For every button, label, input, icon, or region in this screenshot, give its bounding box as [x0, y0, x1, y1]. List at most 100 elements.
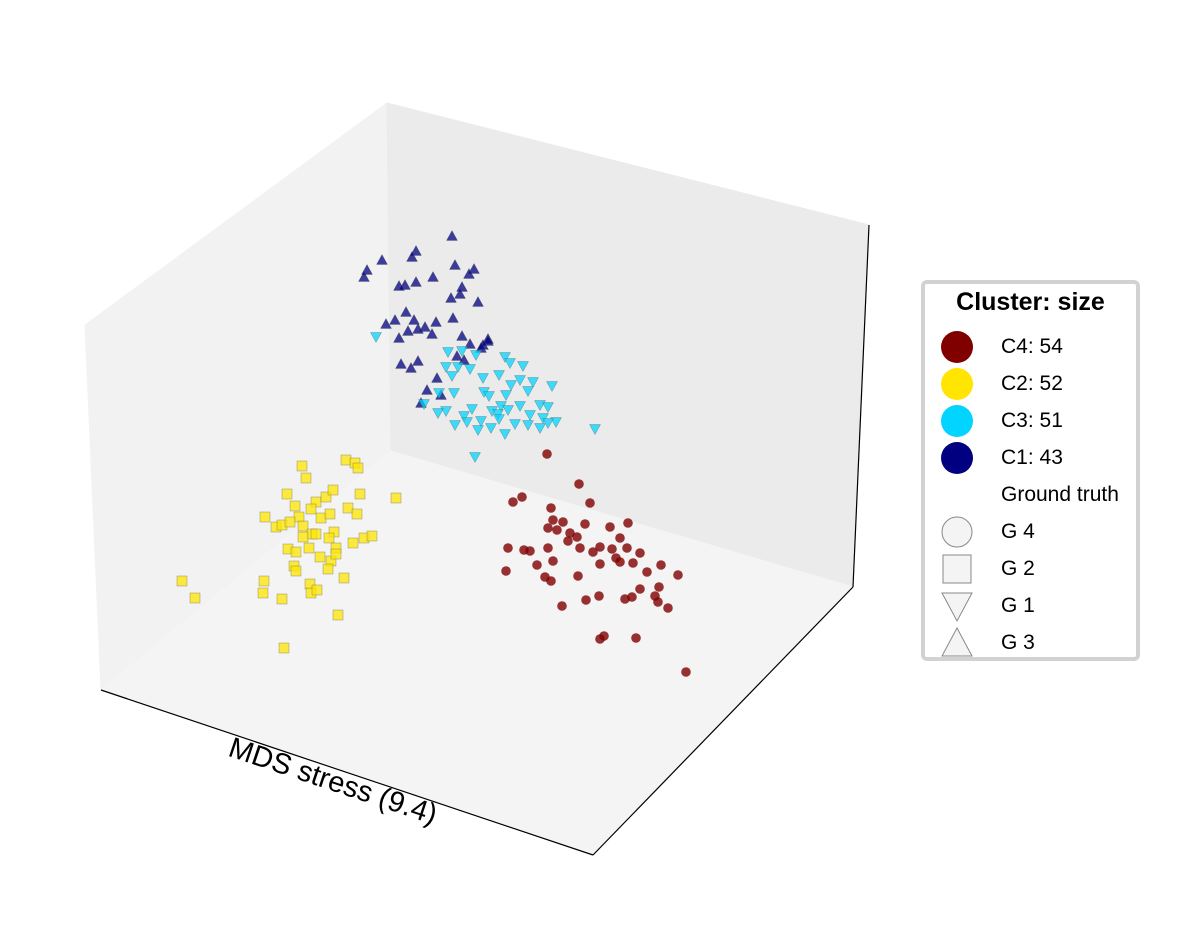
c2-point-40: [322, 563, 334, 575]
legend-item-g3: G 3: [925, 624, 1136, 660]
c1-point-2: [406, 250, 418, 262]
c3-point-46: [534, 423, 546, 435]
legend-label-g4: G 4: [1001, 520, 1035, 543]
c3-point-16: [505, 380, 517, 392]
c3-point-10: [446, 371, 458, 383]
c2-point-9: [320, 491, 332, 503]
c4-point-29: [501, 566, 511, 576]
c3-point-7: [440, 362, 452, 374]
c2-point-19: [315, 512, 327, 524]
c3-point-29: [514, 401, 526, 413]
legend-label-g3: G 3: [1001, 631, 1035, 654]
c1-point-20: [408, 313, 420, 325]
c4-point-33: [595, 559, 605, 569]
c2-point-13: [305, 503, 317, 515]
c1-point-37: [405, 361, 417, 373]
c4-point-20: [615, 533, 625, 543]
c3-point-38: [550, 417, 562, 429]
c3-point-4: [499, 352, 511, 364]
c1-point-32: [482, 334, 494, 346]
c3-point-48: [469, 452, 481, 464]
c2-point-27: [323, 532, 335, 544]
c4-point-37: [656, 560, 666, 570]
c4-point-23: [503, 543, 513, 553]
c3-point-6: [517, 361, 529, 373]
c2-point-2: [352, 462, 364, 474]
c2-point-30: [366, 530, 378, 542]
c1-point-27: [426, 327, 438, 339]
c3-point-13: [514, 375, 526, 387]
legend-label-c4: C4: 54: [1001, 335, 1063, 358]
c2-point-43: [257, 587, 269, 599]
c1-point-29: [456, 329, 468, 341]
c4-point-32: [573, 571, 583, 581]
c3-point-2: [456, 346, 468, 358]
c4-point-5: [546, 503, 556, 513]
c3-point-31: [542, 402, 554, 414]
legend-label-c2: C2: 52: [1001, 372, 1063, 395]
c3-point-44: [509, 419, 521, 431]
legend-shape-header: Ground truth: [925, 476, 1136, 512]
series-c2: [176, 454, 402, 654]
c4-point-35: [628, 558, 638, 568]
legend: Cluster: size C4: 54 C2: 52 C3: 51 C1: 4…: [921, 280, 1140, 661]
c2-point-6: [289, 500, 301, 512]
c3-point-34: [475, 416, 487, 428]
c4-point-6: [548, 515, 558, 525]
legend-swatch-c3: [941, 405, 973, 437]
legend-item-g2: G 2: [925, 550, 1136, 586]
c1-point-7: [449, 258, 461, 270]
c4-point-12: [580, 519, 590, 529]
c4-point-22: [635, 548, 645, 558]
c4-point-10: [565, 528, 575, 538]
c2-point-42: [258, 575, 270, 587]
c1-point-18: [389, 313, 401, 325]
triangle-up-marker-icon: [941, 626, 973, 657]
c2-point-24: [297, 531, 309, 543]
c3-point-15: [546, 381, 558, 393]
square-marker-icon: [942, 554, 972, 584]
c3-point-5: [504, 358, 516, 370]
c1-point-0: [446, 229, 458, 241]
c4-point-2: [508, 497, 518, 507]
c1-point-12: [410, 275, 422, 287]
c2-point-17: [284, 516, 296, 528]
c3-point-11: [477, 373, 489, 385]
legend-shape-header-label: Ground truth: [1001, 483, 1119, 506]
c2-point-50: [278, 642, 290, 654]
legend-label-g1: G 1: [1001, 594, 1035, 617]
c3-point-42: [485, 423, 497, 435]
c4-point-15: [623, 518, 633, 528]
legend-title: Cluster: size: [956, 288, 1105, 316]
c1-point-38: [421, 383, 433, 395]
c3-point-36: [524, 410, 536, 422]
c4-point-45: [663, 603, 673, 613]
c4-point-40: [635, 584, 645, 594]
c4-point-13: [572, 532, 582, 542]
c4-point-1: [517, 492, 527, 502]
c2-point-7: [293, 511, 305, 523]
c1-point-42: [477, 338, 489, 350]
c3-point-22: [522, 386, 534, 398]
legend-swatch-c4: [941, 331, 973, 363]
c4-point-19: [607, 544, 617, 554]
c4-point-8: [543, 523, 553, 533]
c4-point-3: [574, 479, 584, 489]
c3-point-40: [461, 417, 473, 429]
c4-point-38: [673, 570, 683, 580]
c3-point-18: [448, 388, 460, 400]
c4-point-44: [653, 597, 663, 607]
c2-point-28: [347, 537, 359, 549]
axes-panes: [84, 102, 870, 856]
c4-point-11: [563, 536, 573, 546]
legend-label-c1: C1: 43: [1001, 446, 1063, 469]
c4-point-42: [620, 594, 630, 604]
legend-label-g2: G 2: [1001, 557, 1035, 580]
c2-point-46: [311, 584, 323, 596]
c3-point-20: [483, 391, 495, 403]
c1-point-36: [395, 357, 407, 369]
legend-item-g4: G 4: [925, 513, 1136, 549]
c2-point-41: [338, 572, 350, 584]
c3-point-39: [449, 420, 461, 432]
